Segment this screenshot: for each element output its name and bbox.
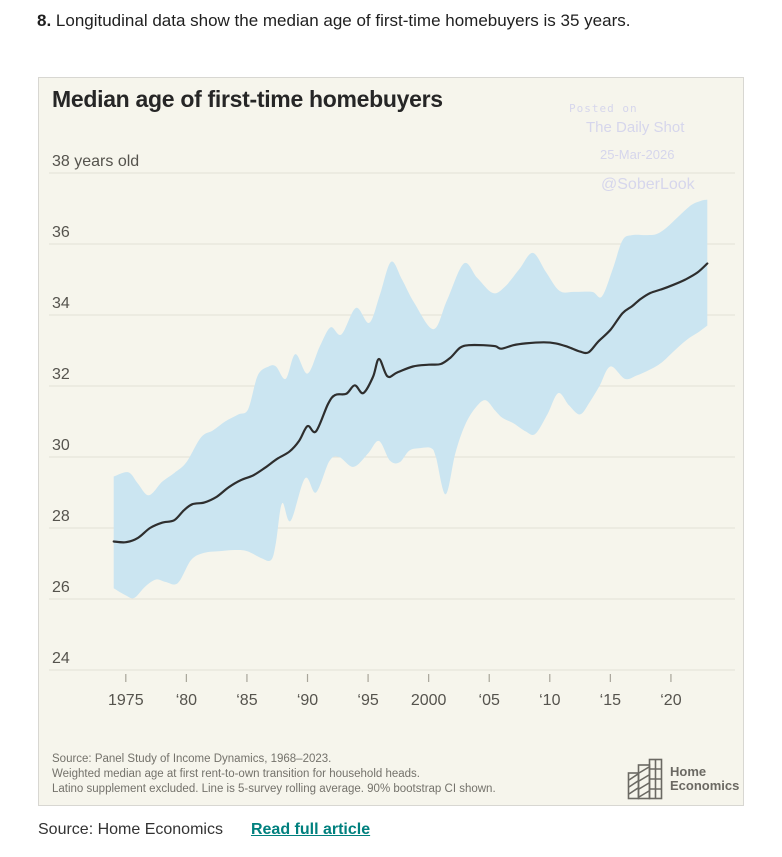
svg-text:2000: 2000 — [411, 692, 447, 709]
median-age-chart-canvas: 38 years old 36 34 32 30 28 26 24 1975 ‘80 ‘85 ‘90 ‘… — [49, 153, 735, 709]
svg-text:‘90: ‘90 — [297, 692, 318, 709]
svg-text:‘95: ‘95 — [357, 692, 378, 709]
svg-text:34: 34 — [52, 295, 70, 312]
read-full-article-link[interactable]: Read full article — [250, 821, 371, 838]
svg-text:36: 36 — [52, 224, 70, 241]
svg-text:28: 28 — [52, 508, 70, 525]
watermark-posted-on: Posted on — [569, 102, 638, 115]
svg-text:‘10: ‘10 — [539, 692, 560, 709]
watermark-daily-shot: The Daily Shot — [586, 119, 685, 136]
svg-text:26: 26 — [52, 579, 70, 596]
source-row: Source: Home Economics Read full article — [38, 821, 370, 839]
headline-text: Longitudinal data show the median age of… — [51, 11, 631, 30]
headline-number: 8. — [37, 11, 52, 30]
logo-text: Home Economics — [670, 764, 740, 793]
svg-text:‘80: ‘80 — [176, 692, 197, 709]
headline: 8. Longitudinal data show the median age… — [37, 11, 630, 31]
svg-text:‘05: ‘05 — [479, 692, 500, 709]
footnote-line: Source: Panel Study of Income Dynamics, … — [52, 753, 332, 765]
svg-text:38 years old: 38 years old — [52, 153, 139, 170]
svg-text:‘15: ‘15 — [600, 692, 621, 709]
svg-text:32: 32 — [52, 366, 70, 383]
watermark-date: 25-Mar-2026 — [600, 147, 675, 162]
svg-text:24: 24 — [52, 650, 70, 667]
footnote-line: Latino supplement excluded. Line is 5-su… — [52, 783, 496, 795]
svg-text:‘20: ‘20 — [660, 692, 681, 709]
chart-title: Median age of first-time homebuyers — [52, 86, 443, 112]
footnote-line: Weighted median age at first rent-to-own… — [52, 768, 420, 780]
chart-footnotes: Source: Panel Study of Income Dynamics, … — [52, 752, 496, 797]
svg-text:1975: 1975 — [108, 692, 144, 709]
chart-card: 38 years old 36 34 32 30 28 26 24 1975 ‘80 ‘85 ‘90 ‘… — [38, 77, 744, 806]
svg-text:30: 30 — [52, 437, 70, 454]
svg-text:‘85: ‘85 — [236, 692, 257, 709]
buildings-icon — [627, 758, 663, 800]
source-label: Source: Home Economics — [38, 821, 223, 838]
watermark-soberlook: @SoberLook — [601, 176, 695, 193]
home-economics-logo: Home Economics — [627, 758, 739, 800]
